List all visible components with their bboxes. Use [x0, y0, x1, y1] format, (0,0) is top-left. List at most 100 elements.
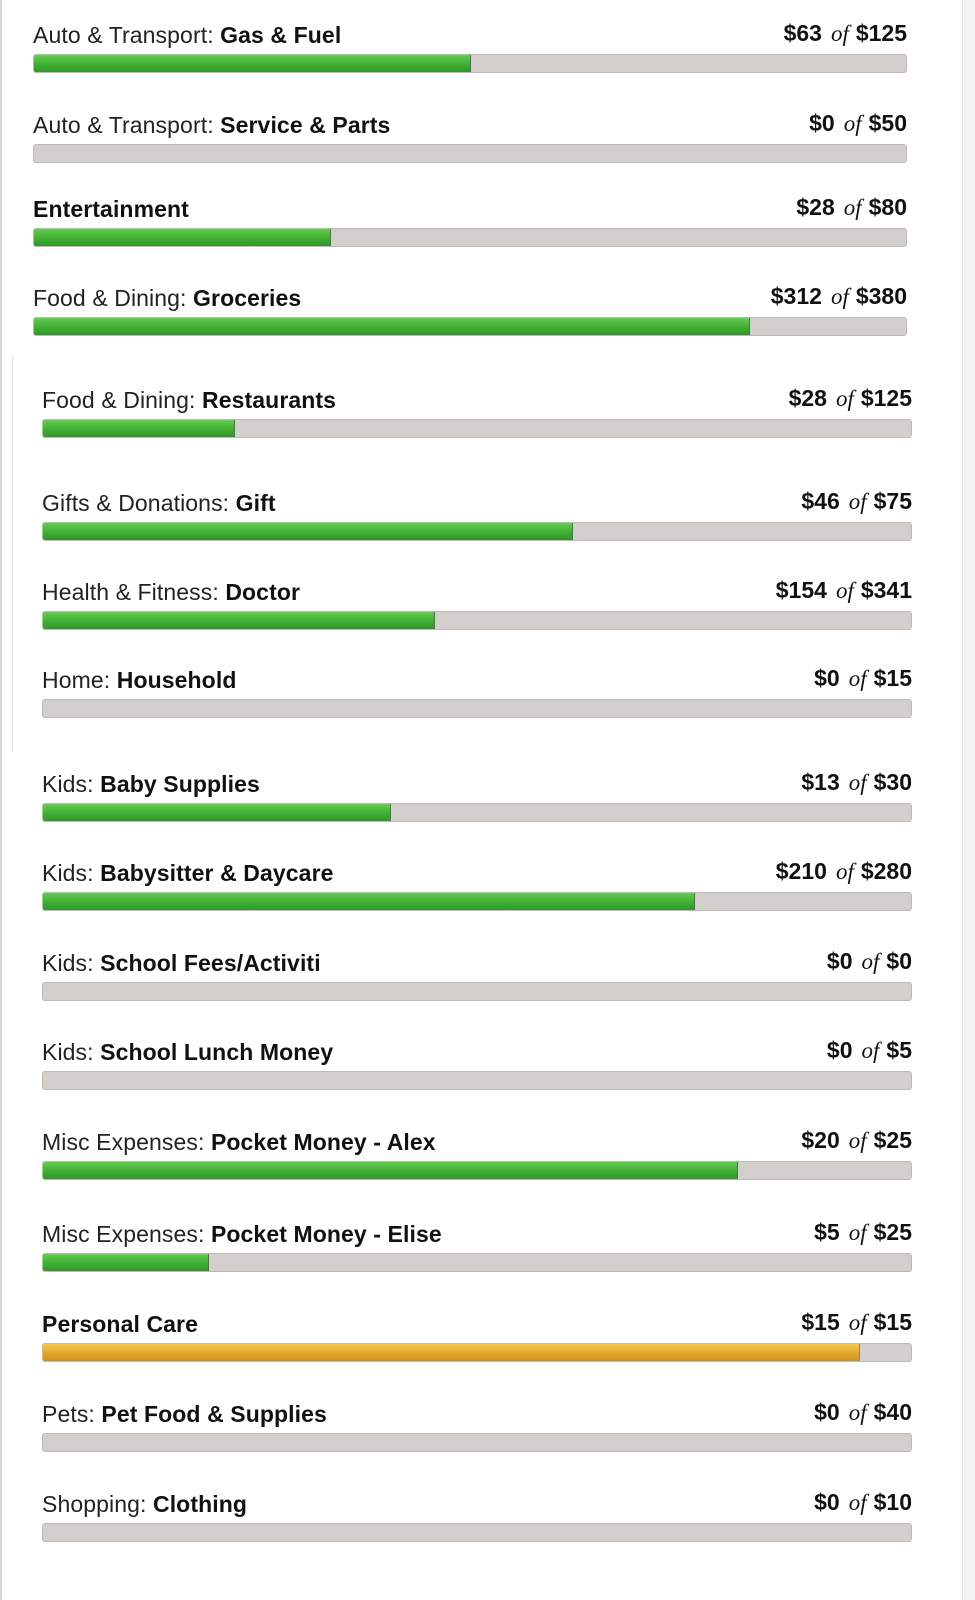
budget-amount: $380 — [855, 283, 907, 309]
category-label[interactable]: Auto & Transport: Gas & Fuel — [33, 20, 341, 50]
category-label[interactable]: Kids: School Fees/Activiti — [42, 948, 321, 978]
budget-row[interactable]: Pets: Pet Food & Supplies $0 of $40 — [42, 1399, 912, 1459]
category-label[interactable]: Food & Dining: Restaurants — [42, 385, 336, 415]
category-label[interactable]: Auto & Transport: Service & Parts — [33, 110, 390, 140]
subcategory: Personal Care — [42, 1311, 198, 1337]
amount: $312 of $380 — [771, 281, 907, 312]
budget-amount: $280 — [860, 858, 912, 884]
budget-row[interactable]: Kids: Babysitter & Daycare $210 of $280 — [42, 858, 912, 918]
subcategory: School Lunch Money — [100, 1039, 334, 1065]
budget-row[interactable]: Misc Expenses: Pocket Money - Alex $20 of $… — [42, 1127, 912, 1187]
subcategory: Entertainment — [33, 196, 189, 222]
category-label[interactable]: Health & Fitness: Doctor — [42, 577, 300, 607]
subcategory: Pocket Money - Alex — [210, 1129, 436, 1155]
category-label[interactable]: Shopping: Clothing — [42, 1489, 247, 1519]
budget-row[interactable]: Kids: School Lunch Money $0 of $5 — [42, 1037, 912, 1097]
amount: $0 of $50 — [809, 108, 907, 139]
progress-bar — [42, 982, 912, 1001]
spent-amount: $5 — [814, 1219, 840, 1245]
budget-row[interactable]: Shopping: Clothing $0 of $10 — [42, 1489, 912, 1549]
progress-fill — [34, 55, 471, 72]
spent-amount: $20 — [801, 1127, 840, 1153]
budget-row[interactable]: Kids: Baby Supplies $13 of $30 — [42, 769, 912, 829]
category-label[interactable]: Kids: School Lunch Money — [42, 1037, 333, 1067]
budget-row[interactable]: Kids: School Fees/Activiti $0 of $0 — [42, 948, 912, 1008]
spent-amount: $0 — [814, 665, 840, 691]
progress-bar — [42, 1433, 912, 1452]
of-text: of — [861, 1038, 880, 1063]
amount: $63 of $125 — [784, 18, 907, 49]
parent-category: Auto & Transport: — [33, 22, 221, 48]
parent-category: Shopping: — [42, 1491, 153, 1517]
budget-row[interactable]: Health & Fitness: Doctor $154 of $341 — [42, 577, 912, 637]
budget-row[interactable]: Food & Dining: Restaurants $28 of $125 — [42, 385, 912, 445]
budget-amount: $125 — [855, 20, 907, 46]
parent-category: Misc Expenses: — [42, 1129, 211, 1155]
budget-amount: $341 — [860, 577, 912, 603]
spent-amount: $15 — [801, 1309, 840, 1335]
progress-bar — [42, 1523, 912, 1542]
subcategory: Household — [116, 667, 237, 693]
of-text: of — [848, 1128, 867, 1153]
budget-row[interactable]: Gifts & Donations: Gift $46 of $75 — [42, 488, 912, 548]
budget-amount: $10 — [873, 1489, 912, 1515]
budget-row[interactable]: Home: Household $0 of $15 — [42, 665, 912, 725]
budget-row[interactable]: Food & Dining: Groceries $312 of $380 — [33, 283, 907, 343]
parent-category: Kids: — [42, 860, 101, 886]
progress-bar — [42, 699, 912, 718]
of-text: of — [848, 1310, 867, 1335]
category-label[interactable]: Home: Household — [42, 665, 236, 695]
budget-row[interactable]: Auto & Transport: Service & Parts $0 of $50 — [33, 110, 907, 170]
subcategory: Service & Parts — [220, 112, 391, 138]
category-label[interactable]: Gifts & Donations: Gift — [42, 488, 276, 518]
amount: $20 of $25 — [801, 1125, 912, 1156]
category-label[interactable]: Pets: Pet Food & Supplies — [42, 1399, 327, 1429]
amount: $0 of $15 — [814, 663, 912, 694]
category-label[interactable]: Misc Expenses: Pocket Money - Alex — [42, 1127, 436, 1157]
subcategory: Clothing — [152, 1491, 248, 1517]
amount: $46 of $75 — [801, 486, 912, 517]
parent-category: Home: — [42, 667, 117, 693]
of-text: of — [835, 386, 854, 411]
progress-bar — [42, 892, 912, 911]
category-label[interactable]: Food & Dining: Groceries — [33, 283, 301, 313]
budget-row[interactable]: Personal Care $15 of $15 — [42, 1309, 912, 1369]
budget-amount: $25 — [873, 1219, 912, 1245]
category-label[interactable]: Misc Expenses: Pocket Money - Elise — [42, 1219, 442, 1249]
right-scroll-edge — [962, 0, 975, 1600]
budget-amount: $30 — [873, 769, 912, 795]
subcategory: School Fees/Activiti — [100, 950, 321, 976]
progress-fill — [43, 612, 435, 629]
category-label[interactable]: Kids: Babysitter & Daycare — [42, 858, 334, 888]
of-text: of — [848, 489, 867, 514]
budget-row[interactable]: Auto & Transport: Gas & Fuel $63 of $125 — [33, 20, 907, 80]
budget-row[interactable]: Misc Expenses: Pocket Money - Elise $5 of $… — [42, 1219, 912, 1279]
progress-fill — [43, 1254, 209, 1271]
budget-amount: $75 — [873, 488, 912, 514]
budget-amount: $25 — [873, 1127, 912, 1153]
subcategory: Gas & Fuel — [220, 22, 342, 48]
budget-amount: $50 — [868, 110, 907, 136]
progress-fill — [43, 420, 235, 437]
progress-fill — [43, 523, 574, 540]
of-text: of — [848, 1400, 867, 1425]
of-text: of — [835, 859, 854, 884]
progress-bar — [42, 1343, 912, 1362]
parent-category: Food & Dining: — [33, 285, 194, 311]
amount: $13 of $30 — [801, 767, 912, 798]
progress-bar — [33, 317, 907, 336]
category-label[interactable]: Kids: Baby Supplies — [42, 769, 260, 799]
progress-bar — [33, 54, 907, 73]
of-text: of — [843, 195, 862, 220]
category-label[interactable]: Personal Care — [42, 1309, 198, 1339]
parent-category: Kids: — [42, 1039, 101, 1065]
of-text: of — [835, 578, 854, 603]
amount: $0 of $10 — [814, 1487, 912, 1518]
budget-row[interactable]: Entertainment $28 of $80 — [33, 194, 907, 254]
category-label[interactable]: Entertainment — [33, 194, 189, 224]
subcategory: Babysitter & Daycare — [100, 860, 334, 886]
progress-bar — [42, 1253, 912, 1272]
of-text: of — [848, 770, 867, 795]
of-text: of — [843, 111, 862, 136]
amount: $0 of $0 — [827, 946, 912, 977]
